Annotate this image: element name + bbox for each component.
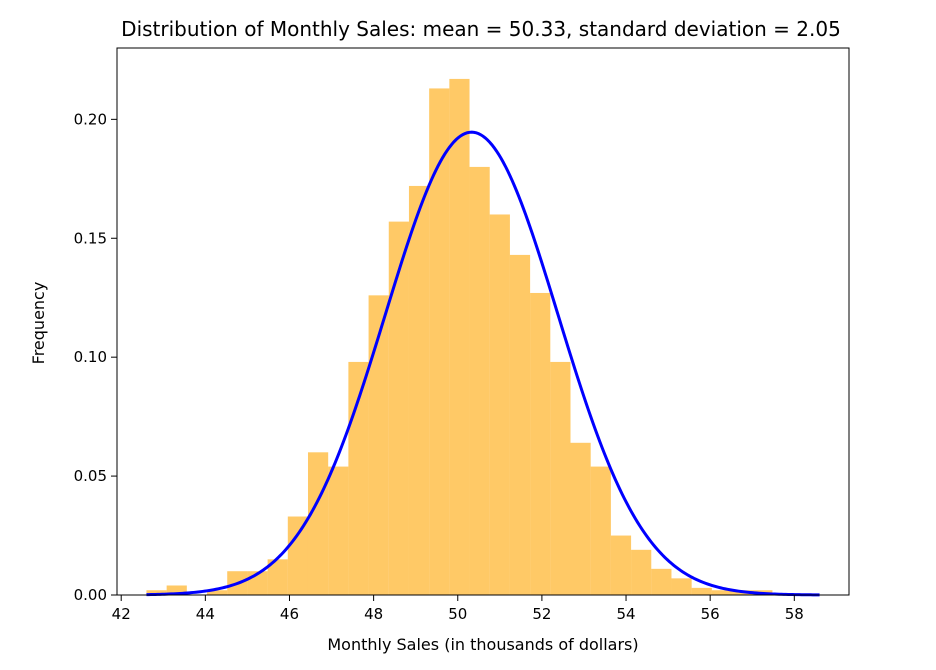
histogram-bars: [146, 78, 773, 596]
histogram-bar: [469, 166, 490, 596]
histogram-bar: [449, 78, 470, 596]
x-tick-label: 50: [448, 605, 467, 623]
y-axis: 0.00 0.05 0.10 0.15 0.20: [74, 110, 117, 604]
histogram-bar: [530, 292, 551, 595]
x-tick-label: 46: [280, 605, 299, 623]
histogram-bar: [691, 587, 712, 595]
y-axis-label: Frequency: [29, 282, 48, 365]
histogram-bar: [267, 559, 288, 595]
histogram-bar: [610, 535, 632, 595]
histogram-bar: [509, 254, 531, 595]
y-tick-label: 0.15: [74, 229, 107, 247]
x-tick-label: 56: [701, 605, 720, 623]
histogram-bar: [550, 361, 571, 595]
histogram-bar: [207, 590, 228, 595]
x-tick-label: 44: [196, 605, 215, 623]
x-axis: 42 44 46 48 50 52 54 56 58: [112, 595, 804, 623]
y-tick-label: 0.20: [74, 110, 107, 128]
histogram-bar: [408, 185, 430, 595]
histogram-bar: [429, 88, 450, 596]
plot-frame: [116, 47, 850, 596]
histogram-bar: [328, 466, 349, 595]
histogram-bar: [711, 590, 733, 595]
x-axis-label: Monthly Sales (in thousands of dollars): [327, 635, 638, 654]
x-tick-label: 58: [785, 605, 804, 623]
chart-title: Distribution of Monthly Sales: mean = 50…: [121, 17, 841, 41]
histogram-bar: [631, 549, 652, 595]
histogram-bar: [651, 568, 672, 595]
histogram-bar: [671, 578, 692, 595]
histogram-bar: [146, 590, 167, 595]
histogram-bar: [287, 516, 308, 595]
y-tick-label: 0.00: [74, 586, 107, 604]
histogram-bar: [368, 295, 389, 595]
histogram-bar: [307, 452, 329, 595]
histogram-bar: [348, 361, 369, 595]
x-tick-label: 42: [112, 605, 131, 623]
x-tick-label: 54: [616, 605, 635, 623]
y-tick-label: 0.10: [74, 348, 107, 366]
histogram-bar: [489, 214, 510, 595]
x-tick-label: 52: [532, 605, 551, 623]
normal-fit-curve: [146, 130, 820, 597]
histogram-bar: [166, 585, 187, 595]
histogram-bar: [388, 221, 409, 595]
histogram-bar: [570, 442, 591, 595]
y-tick-label: 0.05: [74, 467, 107, 485]
histogram-bar: [590, 466, 611, 595]
x-tick-label: 48: [364, 605, 383, 623]
